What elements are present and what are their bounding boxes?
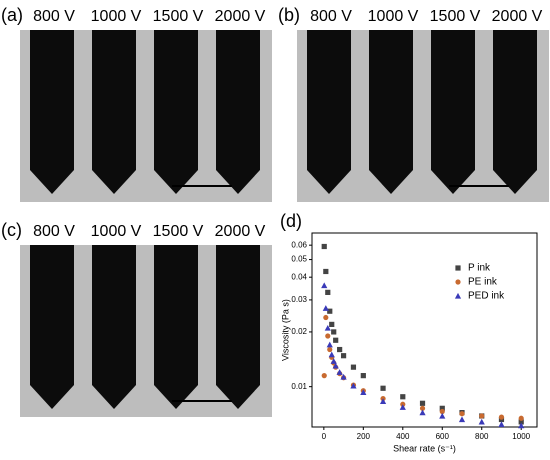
voltage-label: 800 V xyxy=(33,8,75,25)
legend-label: PE ink xyxy=(468,277,498,288)
data-point xyxy=(330,358,337,364)
data-point xyxy=(459,411,465,417)
electrode xyxy=(216,245,260,409)
electrode xyxy=(92,30,136,194)
data-point xyxy=(360,373,366,379)
data-point xyxy=(322,305,329,311)
voltage-label: 2000 V xyxy=(215,8,266,25)
data-point xyxy=(325,333,331,339)
data-point xyxy=(379,398,387,404)
data-point xyxy=(329,321,335,328)
data-point xyxy=(419,405,426,411)
y-tick-label: 0.03 xyxy=(291,295,307,304)
legend-label: PED ink xyxy=(468,291,505,302)
electrode xyxy=(307,30,351,194)
x-tick-label: 0 xyxy=(322,432,327,441)
panel-label: (d) xyxy=(280,211,302,231)
y-tick-label: 0.01 xyxy=(291,382,307,391)
electrode xyxy=(154,30,198,194)
x-axis-label: Shear rate (s⁻¹) xyxy=(393,443,456,453)
y-tick-label: 0.05 xyxy=(291,255,307,264)
data-point xyxy=(518,422,525,429)
data-point xyxy=(333,337,339,343)
x-tick-label: 1000 xyxy=(512,432,530,441)
data-point xyxy=(518,415,524,421)
data-point xyxy=(324,324,331,331)
panel-label: (b) xyxy=(278,5,300,25)
data-point xyxy=(340,353,347,359)
y-axis-label: Viscosity (Pa s) xyxy=(280,299,290,361)
voltage-label: 1500 V xyxy=(153,8,204,25)
data-point xyxy=(325,289,331,295)
data-point xyxy=(350,382,357,389)
data-point xyxy=(337,346,343,353)
electrode xyxy=(431,30,475,194)
data-point xyxy=(350,364,357,370)
data-point xyxy=(498,414,505,420)
voltage-label: 2000 V xyxy=(215,223,266,240)
legend-marker xyxy=(454,292,462,299)
data-point xyxy=(326,341,333,348)
x-tick-label: 800 xyxy=(475,432,489,441)
y-tick-label: 0.06 xyxy=(291,240,307,249)
data-point xyxy=(439,408,445,415)
electrode xyxy=(154,245,198,409)
data-point xyxy=(399,404,406,410)
electrode xyxy=(493,30,537,194)
data-point xyxy=(439,412,446,419)
panel-label: (c) xyxy=(1,220,22,240)
data-point xyxy=(331,329,337,335)
electrode xyxy=(30,245,74,409)
electrode xyxy=(369,30,413,194)
electrode xyxy=(92,245,136,409)
data-point xyxy=(479,413,485,419)
x-tick-label: 200 xyxy=(357,432,371,441)
data-point xyxy=(321,373,327,379)
electrode xyxy=(30,30,74,194)
plot-frame xyxy=(311,232,538,428)
data-point xyxy=(478,418,485,425)
data-point xyxy=(328,351,335,358)
legend-marker xyxy=(455,279,461,285)
panel-label: (a) xyxy=(1,5,23,25)
y-tick-label: 0.02 xyxy=(291,327,307,336)
data-point xyxy=(321,282,328,289)
data-point xyxy=(419,400,426,406)
x-tick-label: 400 xyxy=(396,432,410,441)
data-point xyxy=(323,314,329,321)
data-point xyxy=(327,308,333,314)
data-point xyxy=(360,389,367,395)
y-tick-label: 0.04 xyxy=(291,272,307,281)
data-point xyxy=(498,421,505,428)
data-point xyxy=(439,405,445,411)
data-point xyxy=(336,369,343,375)
data-point xyxy=(323,268,329,275)
voltage-label: 1000 V xyxy=(91,8,142,25)
data-point xyxy=(518,419,524,425)
voltage-label: 1000 V xyxy=(91,223,142,240)
voltage-label: 800 V xyxy=(310,8,352,25)
data-point xyxy=(321,243,327,250)
voltage-label: 1500 V xyxy=(153,223,204,240)
legend-label: P ink xyxy=(468,263,491,274)
data-point xyxy=(332,362,339,369)
electrode xyxy=(216,30,260,194)
data-point xyxy=(340,373,347,380)
x-tick-label: 600 xyxy=(436,432,450,441)
voltage-label: 1500 V xyxy=(430,8,481,25)
data-point xyxy=(400,394,406,400)
legend-marker xyxy=(455,265,461,271)
data-point xyxy=(380,385,386,391)
data-point xyxy=(458,416,466,423)
voltage-label: 2000 V xyxy=(492,8,543,25)
voltage-label: 800 V xyxy=(33,223,75,240)
voltage-label: 1000 V xyxy=(368,8,419,25)
data-point xyxy=(419,409,426,416)
data-point xyxy=(327,346,333,353)
